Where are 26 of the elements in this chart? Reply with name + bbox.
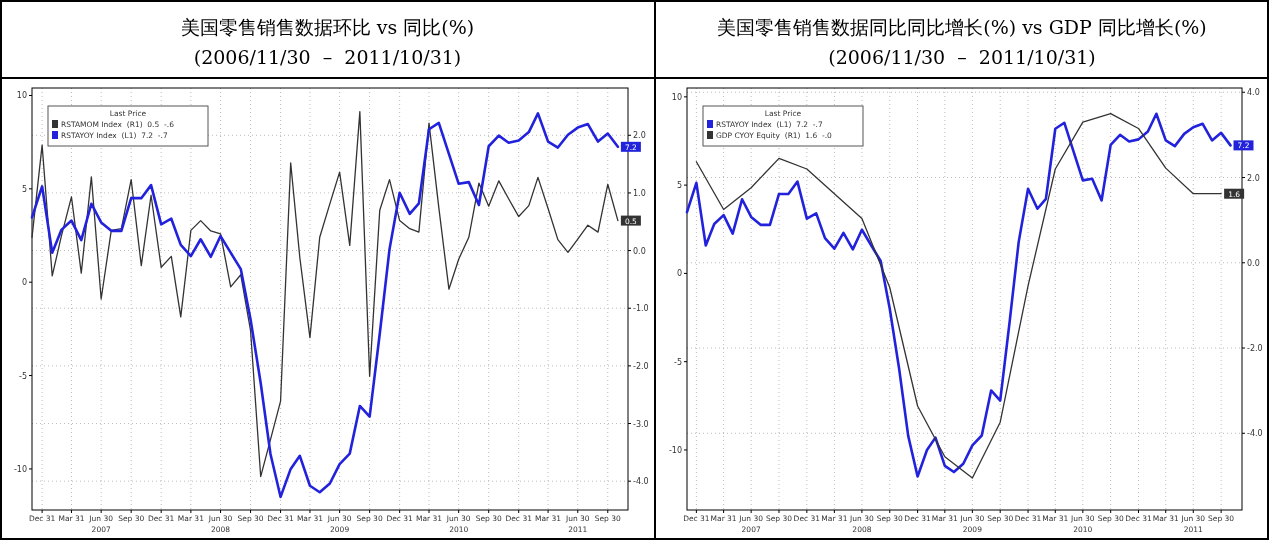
y2-tick-label: 1.0: [633, 188, 646, 198]
y-tick-label: 5: [21, 184, 27, 194]
y-tick-label: -5: [19, 371, 27, 381]
y-tick-label: 0: [21, 278, 27, 288]
y2-tick-label: -2.0: [1247, 344, 1263, 354]
y2-tick-label: -4.0: [633, 477, 649, 487]
y2-tick-label: 0.0: [633, 246, 646, 256]
chart-title: 美国零售销售数据同比同比增长(%) vs GDP 同比增长(%): [717, 16, 1207, 38]
y2-tick-label: -1.0: [633, 304, 649, 314]
y-tick-label: -5: [674, 357, 682, 367]
y-tick-label: 10: [671, 92, 682, 102]
y2-tick-label: 0.0: [1247, 258, 1260, 268]
y-tick-label: 5: [676, 181, 682, 191]
chart-title: 美国零售销售数据环比 vs 同比(%): [180, 16, 475, 38]
y2-tick-label: 2.0: [633, 131, 646, 141]
y2-tick-label: -2.0: [633, 361, 649, 371]
y-tick-label: -10: [668, 445, 682, 455]
y-tick-label: 10: [16, 91, 27, 101]
y2-tick-label: 4.0: [1247, 88, 1260, 98]
chart-subtitle: (2006/11/30 – 2011/10/31): [828, 46, 1096, 68]
y-tick-label: -10: [13, 464, 27, 474]
chart-subtitle: (2006/11/30 – 2011/10/31): [193, 46, 462, 68]
y2-tick-label: -3.0: [633, 419, 649, 429]
y2-tick-label: -4.0: [1247, 429, 1263, 439]
y2-tick-label: 2.0: [1247, 173, 1260, 183]
y-tick-label: 0: [676, 269, 682, 279]
